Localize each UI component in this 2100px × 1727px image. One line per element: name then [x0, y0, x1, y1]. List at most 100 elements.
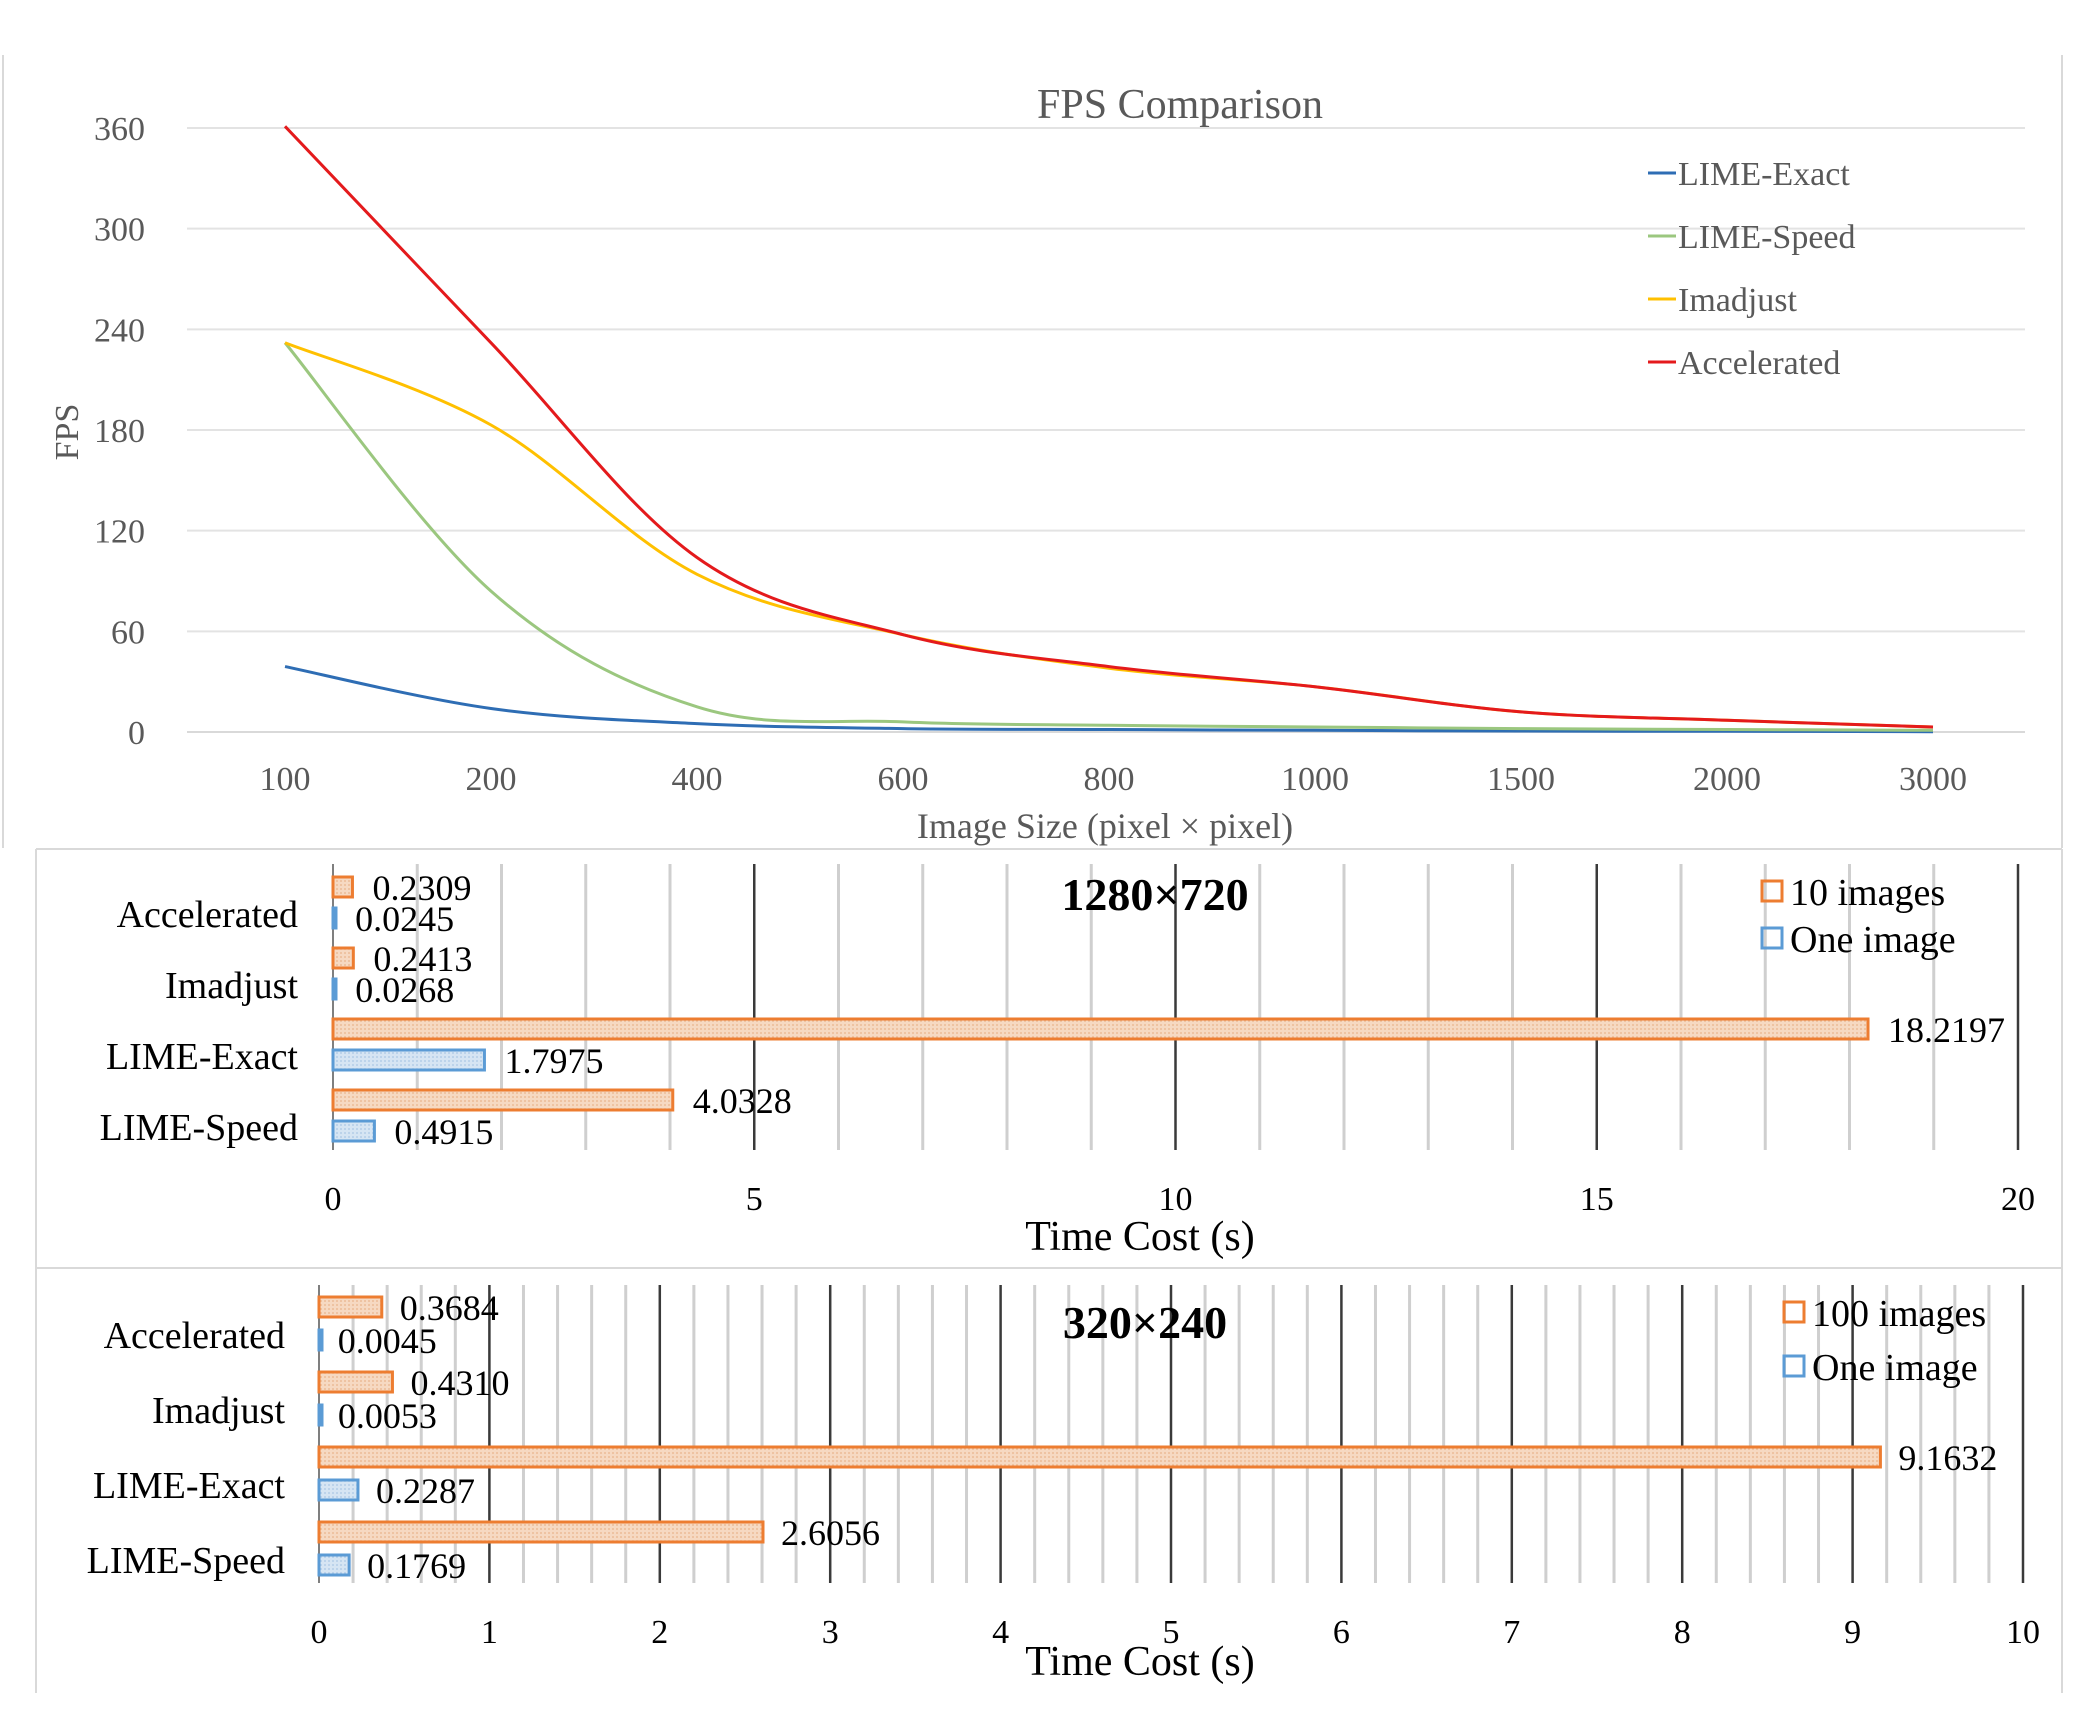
data-label-lime-speed-10-images: 4.0328	[693, 1081, 792, 1121]
bar-chart-2-x-ticks: 0 1 2 3 4 5 6 7 8 9 10	[311, 1614, 2041, 1651]
legend-label-lime-speed: LIME-Speed	[1678, 219, 1856, 256]
bar-lime-exact-one-image	[317, 1478, 360, 1502]
legend-label-imadjust: Imadjust	[1678, 282, 1798, 319]
bar-chart-2-categories: Accelerated Imadjust LIME-Exact LIME-Speed	[87, 1315, 286, 1582]
bar-chart-2-title: 320×240	[1063, 1297, 1227, 1348]
line-series-imadjust	[284, 341, 1934, 729]
x-tick-label: 8	[1674, 1614, 1691, 1651]
bar-chart-2-bars	[317, 1295, 1882, 1577]
legend-label-one-image: One image	[1812, 1347, 1978, 1389]
x-tick-label: 9	[1844, 1614, 1861, 1651]
category-label-lime-speed: LIME-Speed	[87, 1540, 285, 1582]
x-tick-label: 20	[2001, 1181, 2035, 1218]
x-tick-label: 5	[1163, 1614, 1180, 1651]
line-chart-y-tick-label: 180	[94, 413, 145, 450]
line-chart-x-ticks: 100 200 400 600 800 1000 1500 2000 3000	[260, 761, 1968, 798]
line-chart-x-tick-label: 600	[878, 761, 929, 798]
bar-lime-exact-10-images	[331, 1017, 1870, 1041]
data-label-lime-exact-100-images: 9.1632	[1898, 1438, 1997, 1478]
line-chart-x-tick-label: 800	[1084, 761, 1135, 798]
x-tick-label: 4	[992, 1614, 1009, 1651]
line-chart-x-axis-label: Image Size (pixel × pixel)	[917, 806, 1293, 846]
legend-swatch-one-image	[1760, 926, 1784, 950]
legend-swatch-10-images	[1760, 879, 1784, 903]
line-chart-x-tick-label: 2000	[1693, 761, 1761, 798]
line-chart-y-tick-label: 120	[94, 514, 145, 551]
legend-label-accelerated: Accelerated	[1678, 345, 1840, 382]
bar-accelerated-one-image	[317, 1328, 324, 1352]
x-tick-label: 5	[746, 1181, 763, 1218]
line-chart-x-tick-label: 200	[466, 761, 517, 798]
legend-label-100-images: 100 images	[1812, 1293, 1986, 1335]
category-label-lime-speed: LIME-Speed	[100, 1107, 298, 1149]
category-label-imadjust: Imadjust	[165, 965, 298, 1007]
line-chart-gridlines	[187, 127, 2025, 633]
x-tick-label: 15	[1580, 1181, 1614, 1218]
bar-chart-1-categories: Accelerated Imadjust LIME-Exact LIME-Speed	[100, 894, 299, 1149]
x-tick-label: 10	[2006, 1614, 2040, 1651]
bar-lime-speed-100-images	[317, 1520, 765, 1544]
data-label-accelerated-one-image: 0.0245	[355, 899, 454, 939]
bar-accelerated-one-image	[331, 906, 338, 930]
data-label-lime-speed-one-image: 0.4915	[394, 1112, 493, 1152]
bar-chart-2-x-axis-label: Time Cost (s)	[1025, 1639, 1255, 1685]
bar-lime-exact-one-image	[331, 1048, 486, 1072]
x-tick-label: 7	[1503, 1614, 1520, 1651]
bar-lime-speed-one-image	[317, 1553, 351, 1577]
legend-label-lime-exact: LIME-Exact	[1678, 156, 1850, 193]
bar-imadjust-one-image	[317, 1403, 324, 1427]
line-chart-y-tick-label: 300	[94, 212, 145, 249]
bar-imadjust-10-images	[331, 946, 355, 970]
line-chart-title: FPS Comparison	[1037, 82, 1323, 128]
line-chart-y-tick-label: 240	[94, 312, 145, 349]
bar-chart-1-title: 1280×720	[1061, 869, 1248, 920]
legend-label-10-images: 10 images	[1790, 872, 1945, 914]
category-label-lime-exact: LIME-Exact	[106, 1036, 298, 1078]
bar-chart-1-x-axis-label: Time Cost (s)	[1025, 1214, 1255, 1260]
bar-chart-1280x720: AcceleratedImadjustLIME-ExactLIME-Speed …	[100, 864, 2035, 1260]
line-series-lime-speed	[283, 341, 1934, 732]
x-tick-label: 1	[481, 1614, 498, 1651]
data-label-accelerated-100-images: 0.3684	[400, 1288, 499, 1328]
line-chart-y-tick-label: 0	[128, 715, 145, 752]
data-label-lime-speed-100-images: 2.6056	[781, 1513, 880, 1553]
bar-lime-exact-100-images	[317, 1445, 1882, 1469]
legend-swatch-one-image	[1782, 1354, 1806, 1378]
line-chart-x-tick-label: 1000	[1281, 761, 1349, 798]
line-chart-x-tick-label: 400	[672, 761, 723, 798]
line-chart-y-axis-label: FPS	[49, 404, 86, 461]
bar-imadjust-one-image	[331, 977, 338, 1001]
x-tick-label: 0	[311, 1614, 328, 1651]
data-label-imadjust-10-images: 0.2413	[373, 939, 472, 979]
bar-imadjust-100-images	[317, 1370, 394, 1394]
legend-label-one-image: One image	[1790, 919, 1956, 961]
data-label-lime-exact-one-image: 0.2287	[376, 1471, 475, 1511]
data-label-imadjust-one-image: 0.0268	[355, 970, 454, 1010]
category-label-accelerated: Accelerated	[117, 894, 298, 936]
line-series-accelerated	[283, 125, 1934, 729]
category-label-accelerated: Accelerated	[104, 1315, 285, 1357]
bar-accelerated-10-images	[331, 875, 354, 899]
x-tick-label: 3	[822, 1614, 839, 1651]
data-label-imadjust-one-image: 0.0053	[338, 1396, 437, 1436]
category-label-imadjust: Imadjust	[152, 1390, 285, 1432]
legend-swatch-100-images	[1782, 1300, 1806, 1324]
bar-accelerated-100-images	[317, 1295, 384, 1319]
data-label-lime-exact-one-image: 1.7975	[504, 1041, 603, 1081]
x-tick-label: 10	[1159, 1181, 1193, 1218]
panel-frames	[2, 55, 2063, 1693]
line-series-lime-exact	[284, 665, 1934, 734]
bar-chart-320x240: AcceleratedImadjustLIME-ExactLIME-Speed …	[87, 1285, 2040, 1685]
data-label-accelerated-one-image: 0.0045	[338, 1321, 437, 1361]
bar-chart-1-legend: 10 images One image	[1760, 872, 1956, 961]
data-label-imadjust-100-images: 0.4310	[410, 1363, 509, 1403]
line-chart-y-tick-label: 360	[94, 111, 145, 148]
data-label-lime-speed-one-image: 0.1769	[367, 1546, 466, 1586]
bar-lime-speed-one-image	[331, 1119, 376, 1143]
bar-chart-2-legend: 100 images One image	[1782, 1293, 1986, 1389]
bar-chart-1-bars	[331, 875, 1870, 1143]
data-label-lime-exact-10-images: 18.2197	[1888, 1010, 2005, 1050]
